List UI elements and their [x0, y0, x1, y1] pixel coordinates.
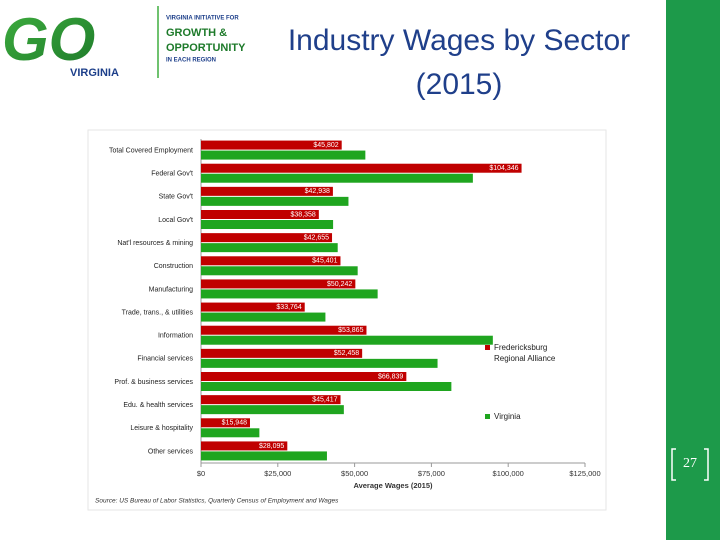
bar — [201, 348, 363, 358]
bar — [201, 382, 452, 391]
value-label: $45,417 — [312, 396, 337, 403]
value-label: $45,401 — [312, 258, 337, 265]
bar — [201, 266, 358, 276]
bar — [201, 405, 344, 415]
legend-swatch — [485, 414, 490, 419]
bar — [201, 220, 334, 229]
side-stripe — [666, 0, 720, 540]
legend-label: Fredericksburg Regional Alliance — [494, 343, 556, 363]
slide-title: Industry Wages by Sector — [288, 24, 630, 57]
y-tick-label: Edu. & health services — [123, 402, 193, 409]
bar — [201, 279, 356, 289]
bar — [201, 395, 341, 405]
bar — [201, 335, 493, 345]
logo-state: VIRGINIA — [70, 67, 119, 79]
value-label: $38,358 — [291, 211, 316, 218]
x-tick-label: $100,000 — [493, 469, 524, 478]
value-label: $45,802 — [313, 142, 338, 149]
logo-line: GROWTH & — [166, 27, 227, 39]
bar — [201, 150, 366, 160]
bar — [201, 233, 333, 243]
bar — [201, 186, 333, 196]
bar — [201, 163, 522, 173]
value-label: $52,458 — [334, 350, 359, 357]
legend-swatch — [485, 345, 490, 350]
y-tick-label: Leisure & hospitality — [130, 425, 193, 432]
x-tick-label: $75,000 — [418, 469, 445, 478]
y-tick-label: Other services — [148, 448, 194, 455]
bar — [201, 451, 327, 461]
y-tick-label: Construction — [154, 263, 193, 270]
bar — [201, 210, 319, 219]
x-tick-label: $0 — [197, 469, 205, 478]
value-label: $104,346 — [489, 165, 518, 172]
y-tick-label: Prof. & business services — [114, 379, 193, 386]
bar — [201, 372, 407, 381]
bar — [201, 325, 367, 335]
value-label: $15,948 — [222, 420, 247, 427]
y-tick-label: Information — [158, 333, 193, 340]
value-label: $28,095 — [259, 443, 284, 450]
y-tick-label: Manufacturing — [149, 286, 193, 293]
y-tick-label: Nat'l resources & mining — [117, 240, 193, 247]
page-number: 27 — [683, 456, 697, 471]
logo-mark: GO — [2, 6, 95, 73]
bar — [201, 140, 342, 150]
source-note: Source: US Bureau of Labor Statistics, Q… — [95, 498, 339, 505]
bar — [201, 243, 338, 253]
value-label: $50,242 — [327, 281, 352, 288]
bar — [201, 428, 260, 438]
x-axis-title: Average Wages (2015) — [353, 481, 433, 490]
bar — [201, 256, 341, 266]
x-tick-label: $25,000 — [264, 469, 291, 478]
bar — [201, 441, 288, 451]
bar — [201, 358, 438, 368]
logo-line: VIRGINIA INITIATIVE FOR — [166, 16, 239, 22]
bar — [201, 173, 473, 183]
bar — [201, 196, 349, 206]
y-tick-label: Federal Gov't — [151, 171, 193, 178]
y-tick-label: Total Covered Employment — [109, 147, 193, 154]
page-bracket — [671, 448, 709, 481]
value-label: $53,865 — [338, 327, 363, 334]
logo-line: OPPORTUNITY — [166, 42, 246, 54]
bar — [201, 312, 326, 322]
value-label: $42,938 — [305, 188, 330, 195]
logo-line: IN EACH REGION — [166, 58, 216, 64]
value-label: $33,764 — [276, 304, 301, 311]
y-tick-label: Financial services — [137, 356, 193, 363]
y-tick-label: Local Gov't — [158, 217, 193, 224]
value-label: $66,839 — [378, 373, 403, 380]
y-tick-label: State Gov't — [159, 194, 193, 201]
x-tick-label: $50,000 — [341, 469, 368, 478]
y-tick-label: Trade, trans., & utilities — [122, 309, 194, 316]
x-tick-label: $125,000 — [569, 469, 600, 478]
value-label: $42,655 — [304, 234, 329, 241]
slide-title: (2015) — [416, 68, 503, 101]
bar — [201, 418, 250, 428]
bar — [201, 289, 378, 299]
bar — [201, 302, 305, 312]
legend-label: Virginia — [494, 412, 521, 421]
chart-frame — [87, 129, 607, 511]
